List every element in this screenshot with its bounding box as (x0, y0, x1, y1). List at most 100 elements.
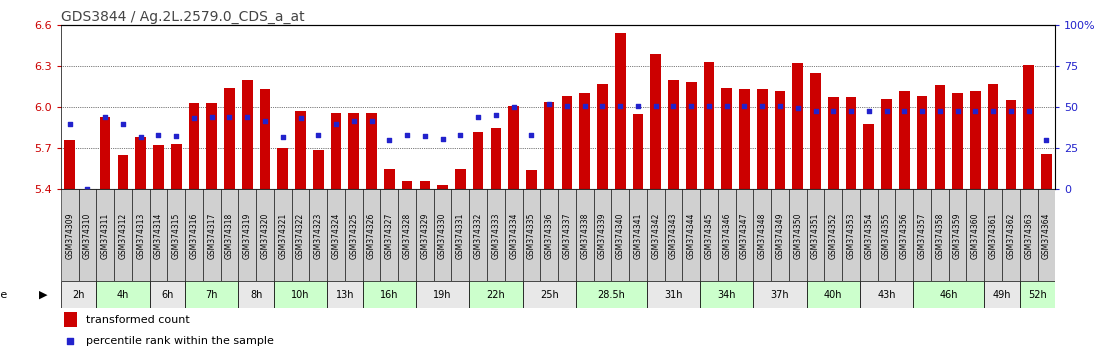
Bar (646, 281, 701, 308)
Bar (646, 189, 664, 281)
Text: 2h: 2h (72, 290, 85, 300)
Bar (402, 181, 412, 189)
Text: 4h: 4h (117, 290, 129, 300)
Bar (526, 170, 537, 189)
Text: GSM374334: GSM374334 (509, 212, 518, 259)
Bar (789, 189, 807, 281)
Text: 46h: 46h (939, 290, 958, 300)
Bar (242, 80, 253, 189)
Bar (398, 189, 415, 281)
Bar (669, 80, 678, 189)
Bar (792, 63, 803, 189)
Bar (985, 281, 1020, 308)
Point (1020, 108, 1038, 114)
Point (967, 108, 985, 114)
Text: GSM374358: GSM374358 (935, 212, 945, 259)
Point (860, 108, 877, 114)
Bar (704, 62, 714, 189)
Text: GSM374350: GSM374350 (793, 212, 802, 259)
Bar (895, 189, 913, 281)
Point (186, 115, 203, 121)
Text: GSM374345: GSM374345 (705, 212, 714, 259)
Bar (842, 189, 860, 281)
Text: GSM374324: GSM374324 (332, 212, 340, 259)
Bar (203, 189, 221, 281)
Bar (664, 189, 683, 281)
Bar (523, 281, 576, 308)
Bar (683, 189, 701, 281)
Bar (540, 189, 558, 281)
Bar (593, 189, 611, 281)
Bar (701, 281, 754, 308)
Bar (415, 281, 470, 308)
Bar (491, 128, 502, 189)
Bar (207, 103, 217, 189)
Bar (171, 144, 181, 189)
Text: 22h: 22h (486, 290, 505, 300)
Point (646, 103, 664, 109)
Text: transformed count: transformed count (86, 315, 189, 325)
Bar (558, 189, 576, 281)
Text: GSM374356: GSM374356 (899, 212, 908, 259)
Point (274, 135, 292, 140)
Bar (136, 137, 146, 189)
Bar (256, 189, 274, 281)
Text: GSM374330: GSM374330 (438, 212, 448, 259)
Text: GSM374333: GSM374333 (492, 212, 501, 259)
Text: 49h: 49h (992, 290, 1011, 300)
Point (913, 108, 930, 114)
Bar (327, 189, 345, 281)
Text: GSM374349: GSM374349 (776, 212, 785, 259)
Point (807, 108, 824, 114)
Bar (917, 96, 927, 189)
Text: GSM374336: GSM374336 (545, 212, 554, 259)
Point (380, 137, 398, 143)
Text: GSM374360: GSM374360 (971, 212, 980, 259)
Point (576, 103, 593, 109)
Bar (274, 189, 292, 281)
Point (664, 103, 682, 109)
Text: 7h: 7h (206, 290, 218, 300)
Bar (274, 281, 327, 308)
Bar (757, 89, 768, 189)
Point (895, 108, 913, 114)
Point (683, 103, 701, 109)
Text: GSM374348: GSM374348 (758, 212, 767, 259)
Text: GSM374340: GSM374340 (615, 212, 624, 259)
Text: GSM374338: GSM374338 (580, 212, 589, 259)
Bar (96, 189, 114, 281)
Text: GSM374322: GSM374322 (296, 212, 305, 258)
Bar (385, 169, 394, 189)
Text: GSM374347: GSM374347 (740, 212, 749, 259)
Bar (632, 114, 643, 189)
Bar (292, 189, 309, 281)
Bar (295, 111, 306, 189)
Bar (470, 281, 523, 308)
Point (505, 104, 523, 110)
Bar (362, 281, 415, 308)
Point (434, 136, 452, 142)
Point (558, 103, 576, 109)
Point (470, 114, 487, 120)
Point (629, 103, 646, 109)
Bar (686, 82, 696, 189)
Bar (739, 89, 750, 189)
Bar (651, 53, 661, 189)
Point (701, 103, 718, 109)
Point (292, 115, 309, 121)
Point (362, 118, 380, 124)
Text: GSM374313: GSM374313 (136, 212, 145, 259)
Bar (882, 99, 892, 189)
Point (949, 108, 967, 114)
Text: GSM374351: GSM374351 (811, 212, 820, 259)
Bar (452, 189, 470, 281)
Bar (64, 140, 75, 189)
Text: GSM374329: GSM374329 (420, 212, 430, 259)
Bar (935, 85, 945, 189)
Bar (313, 150, 324, 189)
Text: GSM374331: GSM374331 (456, 212, 465, 259)
Bar (185, 281, 239, 308)
Bar (611, 189, 629, 281)
Bar (362, 189, 380, 281)
Text: GSM374364: GSM374364 (1042, 212, 1051, 259)
